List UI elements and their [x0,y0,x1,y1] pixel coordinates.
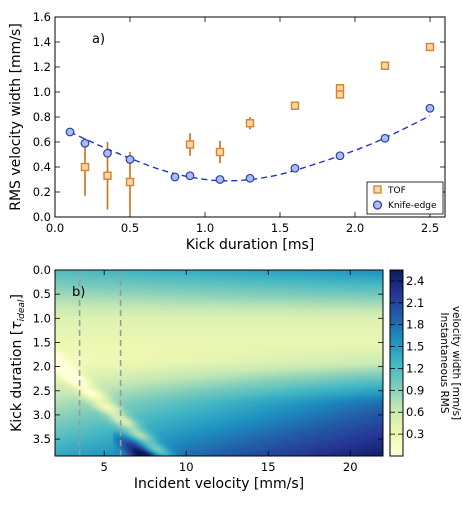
colorbar: 0.3 0.6 0.9 1.2 1.5 1.8 2.1 2.4 Instantaneous R… [389,269,462,457]
tof-point [103,171,112,180]
y-tick-label: 0.6 [33,135,51,149]
knife-edge-point [380,133,390,143]
heatmap-y-tick-label: 0.0 [33,263,51,277]
tof-point [125,177,135,187]
heatmap-x-ticks: 5 10 15 20 [101,270,358,474]
colorbar-tick-label: 1.8 [406,318,424,332]
heatmap-x-tick-label: 20 [343,460,358,474]
knife-edge-point [170,172,180,182]
colorbar-label-line2: velocity width [mm/s] [450,306,462,420]
heatmap-y-tick-label: 1.5 [33,335,51,349]
heatmap-y-tick-label: 2.0 [33,360,51,374]
colorbar-tick-label: 0.6 [406,405,424,419]
x-tick-label: 0.5 [121,221,139,235]
legend-marker-knife-edge [372,200,383,210]
colorbar-ticks: 0.3 0.6 0.9 1.2 1.5 1.8 2.1 2.4 [390,274,424,441]
knife-edge-point [335,151,345,161]
panel-b-frame [54,269,384,457]
x-tick-label: 2.5 [421,221,439,235]
heatmap-y-tick-label: 0.5 [33,287,51,301]
panel-a: 0.0 0.5 1.0 1.5 2.0 2.5 0.0 0.2 0.4 0.6 0.8 1.0 1.2… [8,10,446,253]
heatmap-x-tick-label: 5 [101,460,108,474]
y-tick-label: 1.4 [33,35,51,49]
knife-edge-point [215,175,225,184]
colorbar-tick-label: 1.2 [406,361,424,375]
tof-point [80,162,90,172]
y-tick-label: 0.4 [33,160,51,174]
tof-point [380,61,390,70]
legend-label-tof: TOF [387,186,406,196]
x-axis-label: Kick duration [ms] [186,237,315,253]
tof-point [215,147,225,157]
knife-edge-point [65,127,75,137]
y-tick-label: 1.0 [33,85,51,99]
knife-edge-point [80,138,90,148]
y-axis-ticks: 0.0 0.2 0.4 0.6 0.8 1.0 1.2 1.4 1.6 [33,10,445,224]
series-tof [80,42,435,212]
heatmap-image [55,270,383,456]
colorbar-gradient [389,269,404,457]
dashed-reference-lines [78,270,122,456]
colorbar-tick-label: 2.4 [406,274,424,288]
heatmap-y-tick-label: 3.0 [33,408,51,422]
tof-point [185,140,195,149]
heatmap-x-axis-label: Incident velocity [mm/s] [134,476,304,492]
knife-edge-point [103,148,112,158]
knife-edge-point [425,103,435,113]
heatmap-y-tick-label: 2.5 [33,384,51,398]
y-tick-label: 1.2 [33,60,51,74]
colorbar-tick-label: 1.5 [406,340,424,354]
series-knife-edge [65,103,435,184]
knife-edge-point [245,173,255,183]
x-tick-label: 0.0 [46,221,64,235]
legend-label-knife-edge: Knife-edge [388,201,437,211]
panel-b: 5 10 15 20 0.0 0.5 1.0 1.5 2.0 2.5 3.0 3.5 b) Inci… [9,263,462,492]
colorbar-label-line1: Instantaneous RMS [438,312,450,413]
x-tick-label: 1.0 [196,221,214,235]
heatmap-y-tick-label: 3.5 [33,432,51,446]
heatmap-y-ticks: 0.0 0.5 1.0 1.5 2.0 2.5 3.0 3.5 [33,263,383,446]
legend: TOF Knife-edge [366,181,444,215]
heatmap-y-tick-label: 1.0 [33,311,51,325]
tof-point [425,42,435,52]
heatmap-y-axis-label: Kick duration [τideal] [9,294,27,432]
x-axis-ticks: 0.0 0.5 1.0 1.5 2.0 2.5 [46,17,439,235]
tof-point [290,101,300,110]
knife-edge-point [125,155,135,164]
knife-edge-point [290,163,300,173]
y-tick-label: 1.6 [33,10,51,24]
legend-marker-tof [373,185,382,194]
y-tick-label: 0.8 [33,110,51,124]
tof-point [245,119,255,128]
panel-a-label: a) [92,32,105,47]
colorbar-tick-label: 0.3 [406,427,424,441]
y-tick-label: 0.0 [33,210,51,224]
heatmap-x-tick-label: 15 [261,460,276,474]
colorbar-tick-label: 2.1 [406,296,424,310]
colorbar-tick-label: 0.9 [406,383,424,397]
x-tick-label: 1.5 [271,221,289,235]
y-tick-label: 0.2 [33,185,51,199]
tof-point [335,90,345,99]
heatmap-x-tick-label: 10 [179,460,194,474]
x-tick-label: 2.0 [346,221,364,235]
panel-b-label: b) [72,285,85,300]
knife-edge-point [185,171,195,181]
y-axis-label: RMS velocity width [mm/s] [8,23,24,211]
